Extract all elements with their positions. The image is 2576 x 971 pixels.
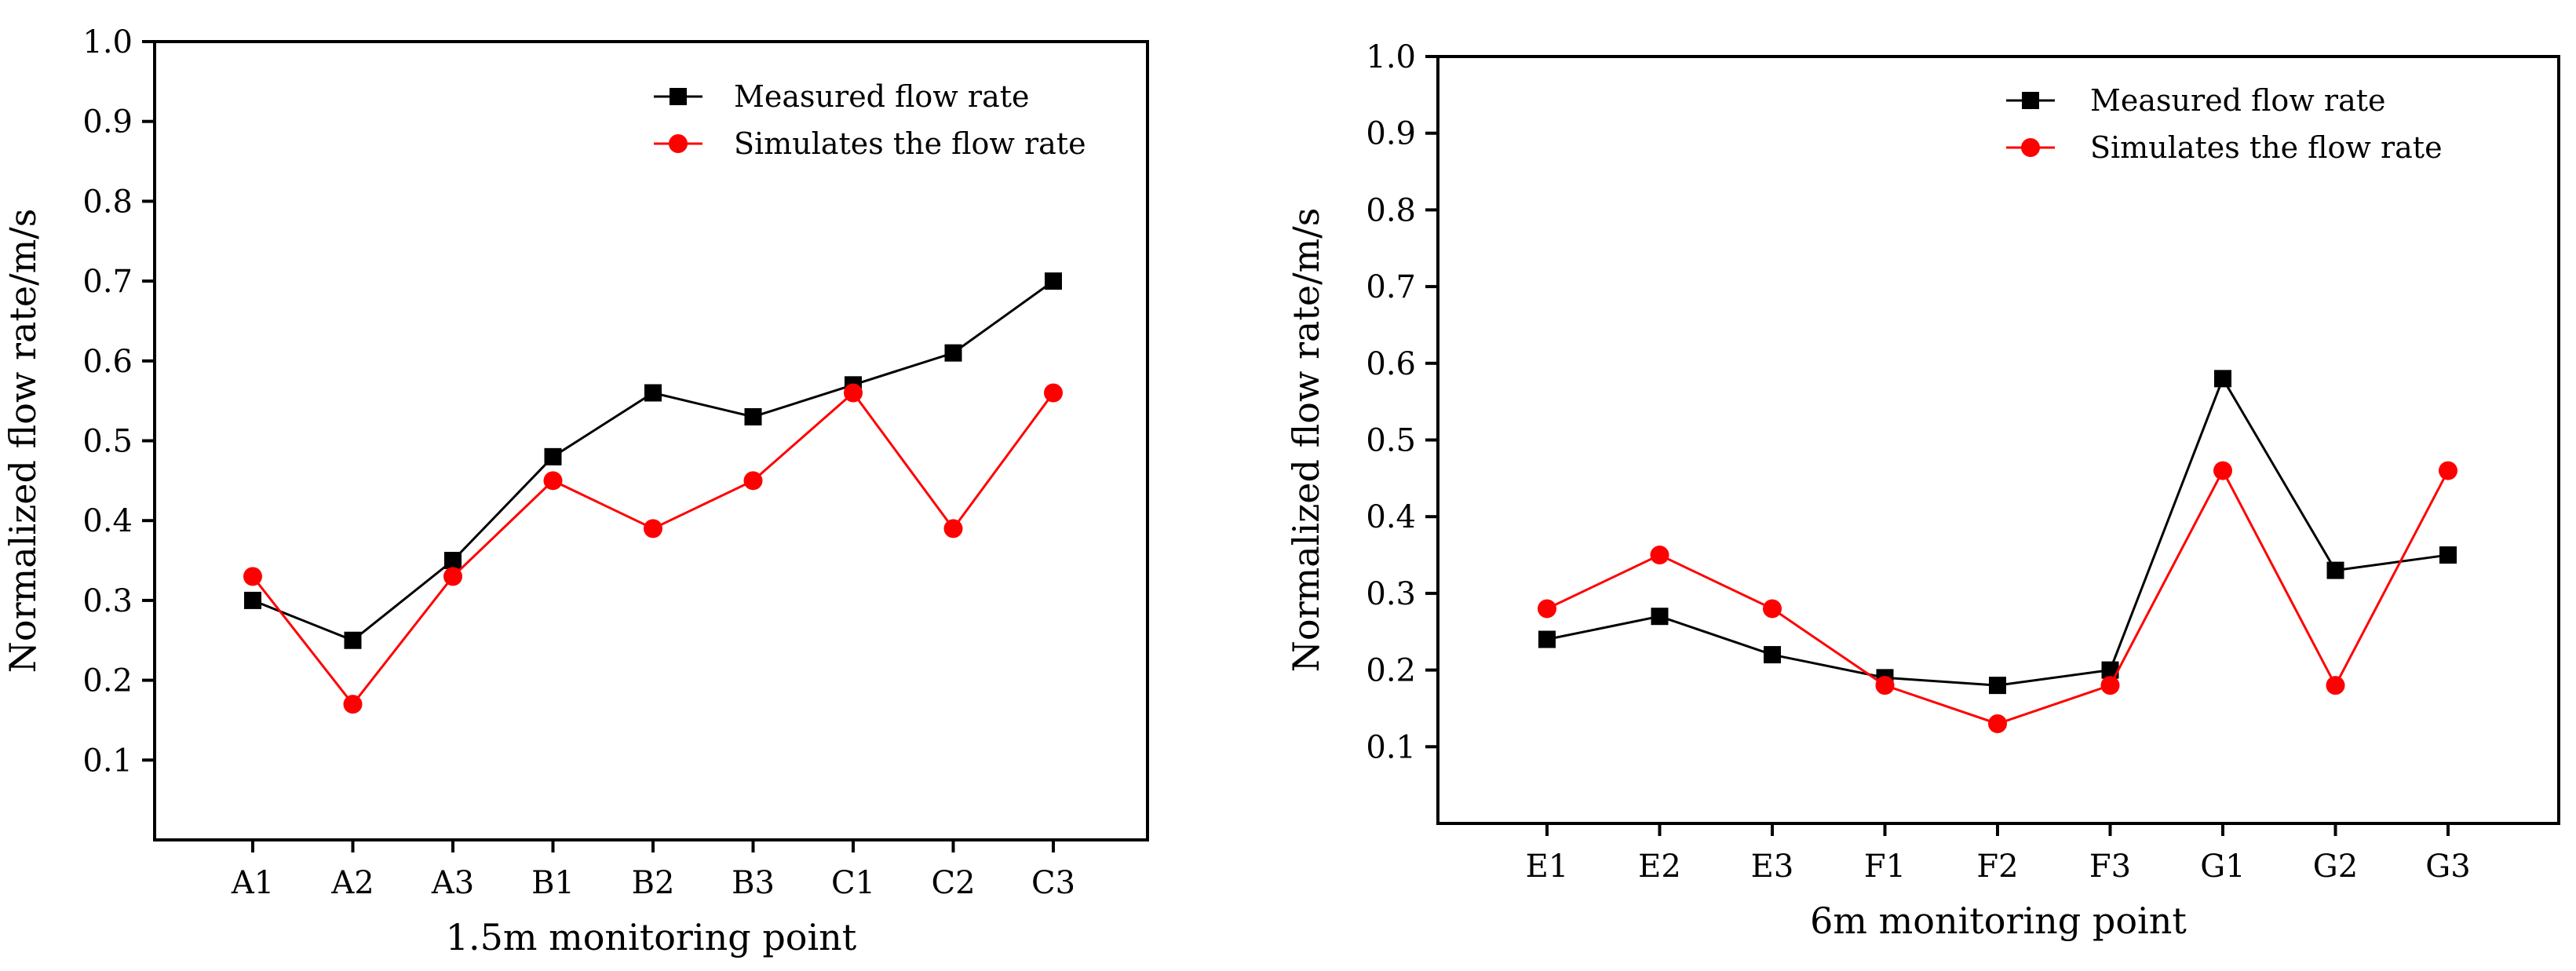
chart-0-series-0-point: [344, 631, 362, 649]
chart-0-series-0-point: [544, 447, 562, 465]
chart-1-series-0-point: [2101, 661, 2119, 679]
chart-0-series-0-point: [1045, 272, 1062, 290]
chart-1-series-1-point: [1988, 714, 2007, 733]
chart-1-y-tick-label: 0.7: [1366, 269, 1416, 305]
chart-1-legend-marker: [2021, 138, 2040, 157]
chart-0-series-1-point: [743, 471, 763, 491]
chart-0-plot-frame: [153, 40, 1149, 841]
chart-0-x-tick-label: C2: [931, 865, 975, 901]
chart-1-y-tick-label: 1.0: [1366, 39, 1416, 75]
chart-0-series-1-point: [443, 567, 462, 586]
chart-1-series-1-point: [2439, 461, 2457, 480]
chart-0-series-1-point: [243, 567, 262, 586]
chart-0-x-tick-label: A1: [231, 865, 274, 901]
chart-1-series-1-point: [2326, 676, 2345, 695]
chart-0-series-1-point: [343, 695, 363, 714]
chart-0-y-tick-label: 0.3: [82, 583, 133, 619]
chart-0-y-tick-label: 0.4: [82, 503, 133, 539]
chart-0-series-0-point: [444, 552, 462, 570]
chart-1-y-tick-label: 0.1: [1366, 729, 1416, 765]
chart-0-y-tick-label: 0.6: [82, 344, 133, 380]
chart-1-legend-label: Simulates the flow rate: [2090, 130, 2443, 165]
chart-1-x-tick-label: E2: [1638, 849, 1681, 885]
chart-1-y-tick-label: 0.3: [1366, 576, 1416, 612]
chart-1-series-1-point: [1763, 599, 1782, 619]
chart-0-series-0-point: [944, 344, 962, 362]
chart-1-x-tick-label: F2: [1976, 849, 2018, 885]
chart-0-series-1-line: [251, 391, 1055, 706]
chart-1-y-tick-label: 0.5: [1366, 423, 1416, 459]
chart-0-series-1-point: [844, 383, 863, 403]
chart-1-series-0-point: [1538, 630, 1556, 648]
chart-1-series-1-point: [1650, 546, 1669, 565]
chart-0-series-0-point: [644, 384, 662, 402]
chart-1-series-0-point: [2326, 561, 2344, 579]
chart-1-series-0-line: [1546, 375, 2449, 687]
chart-1-series-1-point: [1875, 676, 1895, 695]
chart-1-x-tick-label: E1: [1526, 849, 1569, 885]
chart-0-series-1-point: [543, 471, 563, 491]
chart-0-x-tick-label: C3: [1031, 865, 1075, 901]
chart-1-x-tick-label: F3: [2089, 849, 2131, 885]
chart-1-x-tick-label: F1: [1864, 849, 1906, 885]
chart-1-x-tick-label: G3: [2425, 849, 2470, 885]
chart-0-y-tick-label: 0.7: [82, 264, 133, 300]
left-chart: 0.1 0.2 0.3 0.4 0.5 0.6 0.7 0.8 0.9 1.0 A1 A2 A3 B1 B2…: [2, 24, 1149, 958]
chart-0-legend-label: Measured flow rate: [734, 79, 1030, 114]
chart-0-series-1-point: [943, 519, 963, 538]
chart-1-y-tick-label: 0.8: [1366, 192, 1416, 228]
chart-0-x-tick-label: A3: [431, 865, 474, 901]
chart-0-legend-label: Simulates the flow rate: [734, 126, 1086, 161]
chart-1-series-0-point: [1764, 646, 1781, 664]
chart-0-x-axis-label: 1.5m monitoring point: [446, 916, 857, 958]
chart-1-series-1-point: [2100, 676, 2120, 695]
chart-0-series-1-point: [644, 519, 662, 538]
chart-1-y-tick-label: 0.4: [1366, 499, 1416, 535]
chart-0-series-1-point: [1044, 383, 1063, 403]
chart-0-series-0-point: [244, 591, 261, 609]
chart-1-series-0-point: [2439, 546, 2457, 564]
chart-0-y-axis-label: Normalized flow rate/m/s: [2, 209, 44, 673]
chart-0-x-tick-label: A2: [330, 865, 374, 901]
chart-1-series-0-point: [1989, 677, 2006, 695]
chart-0-x-tick-label: B1: [531, 865, 575, 901]
chart-1-series-0-point: [1651, 608, 1669, 626]
right-chart: 0.1 0.2 0.3 0.4 0.5 0.6 0.7 0.8 0.9 1.0 E1 E2 E3 F1 F2…: [1285, 39, 2560, 942]
chart-0-legend-marker: [669, 134, 688, 153]
chart-1-y-tick-label: 0.2: [1366, 653, 1416, 689]
chart-1-legend-label: Measured flow rate: [2090, 83, 2386, 118]
chart-1-series-0-point: [2214, 370, 2231, 388]
chart-1-series-1-point: [1538, 599, 1556, 619]
chart-0-x-tick-label: B3: [732, 865, 775, 901]
chart-0-legend-marker: [670, 88, 687, 105]
chart-1-x-tick-label: E3: [1751, 849, 1794, 885]
chart-0-series-0-point: [744, 407, 762, 425]
chart-1-series-1-point: [2213, 461, 2232, 480]
chart-0-y-tick-label: 0.2: [82, 663, 133, 699]
chart-0-y-tick-label: 0.5: [82, 424, 133, 460]
chart-1-x-tick-label: G1: [2200, 849, 2245, 885]
chart-1-x-axis-label: 6m monitoring point: [1810, 900, 2187, 942]
chart-1-plot-frame: [1436, 55, 2560, 825]
chart-1-y-tick-label: 0.9: [1366, 116, 1416, 152]
chart-0-x-tick-label: B2: [632, 865, 675, 901]
chart-0-y-tick-label: 0.8: [82, 184, 133, 220]
chart-0-y-tick-label: 0.9: [82, 104, 133, 141]
chart-1-legend-marker: [2022, 92, 2039, 109]
chart-0-x-tick-label: C1: [831, 865, 875, 901]
chart-0-series-0-line: [252, 279, 1054, 642]
chart-1-x-tick-label: G2: [2313, 849, 2358, 885]
chart-1-y-tick-label: 0.6: [1366, 346, 1416, 382]
chart-1-y-axis-label: Normalized flow rate/m/s: [1285, 208, 1327, 673]
chart-0-y-tick-label: 1.0: [82, 24, 133, 60]
chart-0-y-tick-label: 0.1: [82, 743, 133, 779]
